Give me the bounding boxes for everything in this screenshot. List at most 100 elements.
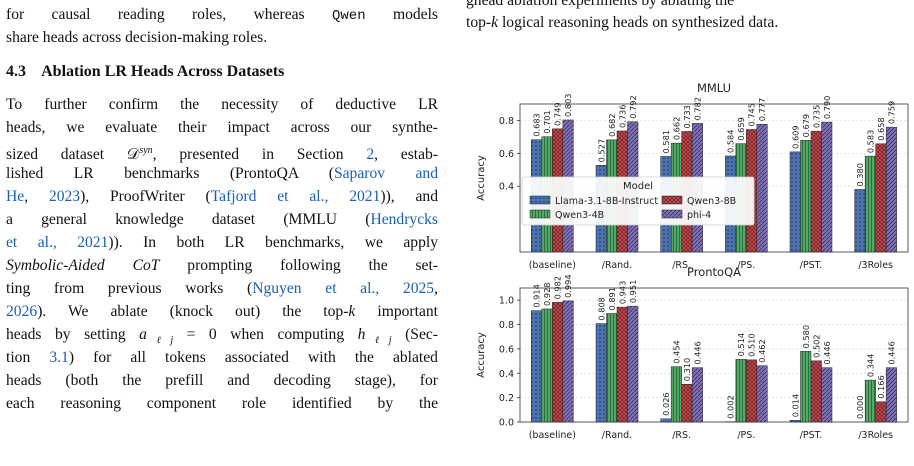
bar	[800, 351, 812, 423]
paragraph-line: To further confirm the necessity of dedu…	[6, 96, 438, 113]
bar	[810, 130, 822, 253]
text-segment: lished LR benchmarks (ProntoQA (	[6, 165, 334, 182]
bar	[756, 123, 768, 253]
bar-value-label: 0.701	[542, 110, 552, 133]
bar	[875, 401, 887, 423]
legend-entry: Llama-3.1-8B-Instruct	[555, 196, 658, 207]
math-variable: k	[348, 303, 356, 320]
legend-swatch	[661, 195, 683, 205]
bar-value-label: 0.380	[855, 163, 865, 186]
bar	[800, 140, 812, 253]
plot-frame	[519, 287, 909, 423]
y-tick-label: 0.6	[499, 344, 514, 355]
bar	[746, 359, 758, 423]
math-variable: h	[357, 326, 366, 343]
caption-line: top-k logical reasoning heads on synthes…	[466, 12, 778, 34]
x-tick-label: /Rand.	[602, 260, 633, 271]
text-segment: tion	[6, 349, 50, 366]
bar	[627, 305, 639, 423]
bar	[821, 121, 833, 253]
emphasis-text: Symbolic-Aided CoT	[6, 257, 160, 274]
x-tick-label: /Rand.	[602, 430, 633, 441]
bar-value-label: 0.446	[886, 341, 896, 364]
bar	[660, 418, 672, 423]
y-tick-label: 0.8	[499, 116, 514, 127]
x-tick-label: /PST.	[800, 260, 823, 271]
paragraph-line: each reasoning component role identified…	[6, 395, 438, 412]
y-tick-label: 0.8	[499, 320, 514, 331]
legend-title: Model	[623, 181, 653, 192]
bar-value-label: 0.609	[790, 125, 800, 148]
superscript: syn	[139, 145, 153, 156]
y-axis-label: Accuracy	[476, 332, 487, 378]
plot-frame	[519, 103, 909, 253]
legend-swatch	[529, 195, 551, 205]
paragraph-line: Symbolic-Aided CoT prompting following t…	[6, 254, 438, 277]
bar-value-label: 0.928	[542, 282, 552, 305]
bar	[541, 308, 553, 423]
bar	[595, 323, 607, 423]
citation-link[interactable]: Tafjord et al.	[210, 188, 325, 205]
y-tick-label: 0.2	[499, 393, 514, 404]
bar	[821, 367, 833, 423]
citation-link[interactable]: Saparov and	[333, 165, 438, 182]
citation-link[interactable]: Nguyen et al.	[252, 280, 376, 297]
text-segment: = 0 when computing	[173, 326, 358, 343]
figure-charts: MMLU Accuracy 0.4 0.6 0.8 (baseline) 0.683 0.70…	[476, 81, 909, 441]
bar	[885, 126, 897, 253]
text-segment: sized dataset 𝒟	[6, 146, 140, 164]
bar	[606, 313, 618, 423]
paragraph-line: heads by setting aℓj = 0 when computing …	[6, 323, 438, 352]
bar-value-label: 0.759	[886, 101, 896, 124]
bar-value-label: 0.026	[661, 392, 671, 415]
x-tick-label: /3Roles	[858, 260, 893, 271]
bar	[562, 300, 574, 423]
x-tick-label: (baseline)	[529, 430, 576, 441]
paragraph-line: 2026). We ablate (knock out) the top-k i…	[6, 300, 438, 323]
text-segment: ting from previous works (	[6, 280, 253, 297]
text-segment: heads by setting	[6, 326, 140, 343]
citation-link[interactable]: He	[6, 188, 25, 205]
bar-value-label: 0.733	[682, 105, 692, 128]
citation-year-link[interactable]: 2023	[48, 188, 81, 205]
citation-year-link[interactable]: 2021	[349, 188, 381, 205]
bar-value-label: 0.310	[682, 358, 692, 381]
bar	[864, 155, 876, 253]
y-tick-label: 1.0	[499, 296, 514, 307]
citation-year-link[interactable]: 2021	[77, 234, 109, 251]
bar-value-label: 0.782	[692, 97, 702, 120]
chart-title: MMLU	[697, 81, 731, 95]
y-tick-label: 0.4	[499, 369, 514, 380]
bar-value-label: 0.790	[822, 96, 832, 119]
legend-swatch	[529, 209, 551, 219]
citation-link[interactable]: et al.	[6, 234, 53, 251]
bar-value-label: 0.994	[563, 274, 573, 297]
bar-value-label: 0.777	[757, 98, 767, 121]
bar	[789, 420, 801, 423]
section-link[interactable]: 3.1	[49, 349, 69, 366]
paragraph-line: lished LR benchmarks (ProntoQA (Saparov …	[6, 162, 438, 185]
bar	[885, 367, 897, 423]
bar-value-label: 0.454	[671, 340, 681, 363]
model-name-qwen: Qwen	[331, 8, 366, 24]
text-segment: a general knowledge dataset (MMLU (	[6, 211, 371, 228]
citation-link[interactable]: Hendrycks	[370, 211, 438, 228]
chart-title: ProntoQA	[687, 265, 741, 279]
bar	[875, 143, 887, 253]
paragraph-line: heads (both the prefill and decoding sta…	[6, 372, 438, 389]
citation-year-link[interactable]: 2026	[6, 303, 38, 320]
text-segment: )), and	[380, 188, 438, 205]
y-tick-label: 0.0	[499, 418, 514, 429]
y-tick-label: 0.4	[499, 182, 514, 193]
bar-value-label: 0.659	[736, 117, 746, 140]
section-link[interactable]: 2	[366, 146, 375, 164]
text-segment: prompting following the set-	[159, 257, 438, 274]
citation-year-link[interactable]: 2025	[402, 280, 435, 297]
bar-value-label: 0.736	[617, 105, 627, 128]
bar	[735, 359, 747, 423]
bar	[616, 306, 628, 423]
bar	[531, 310, 543, 423]
bar	[670, 366, 682, 423]
bar-value-label: 0.662	[671, 117, 681, 140]
section-number: 4.3	[6, 63, 26, 80]
